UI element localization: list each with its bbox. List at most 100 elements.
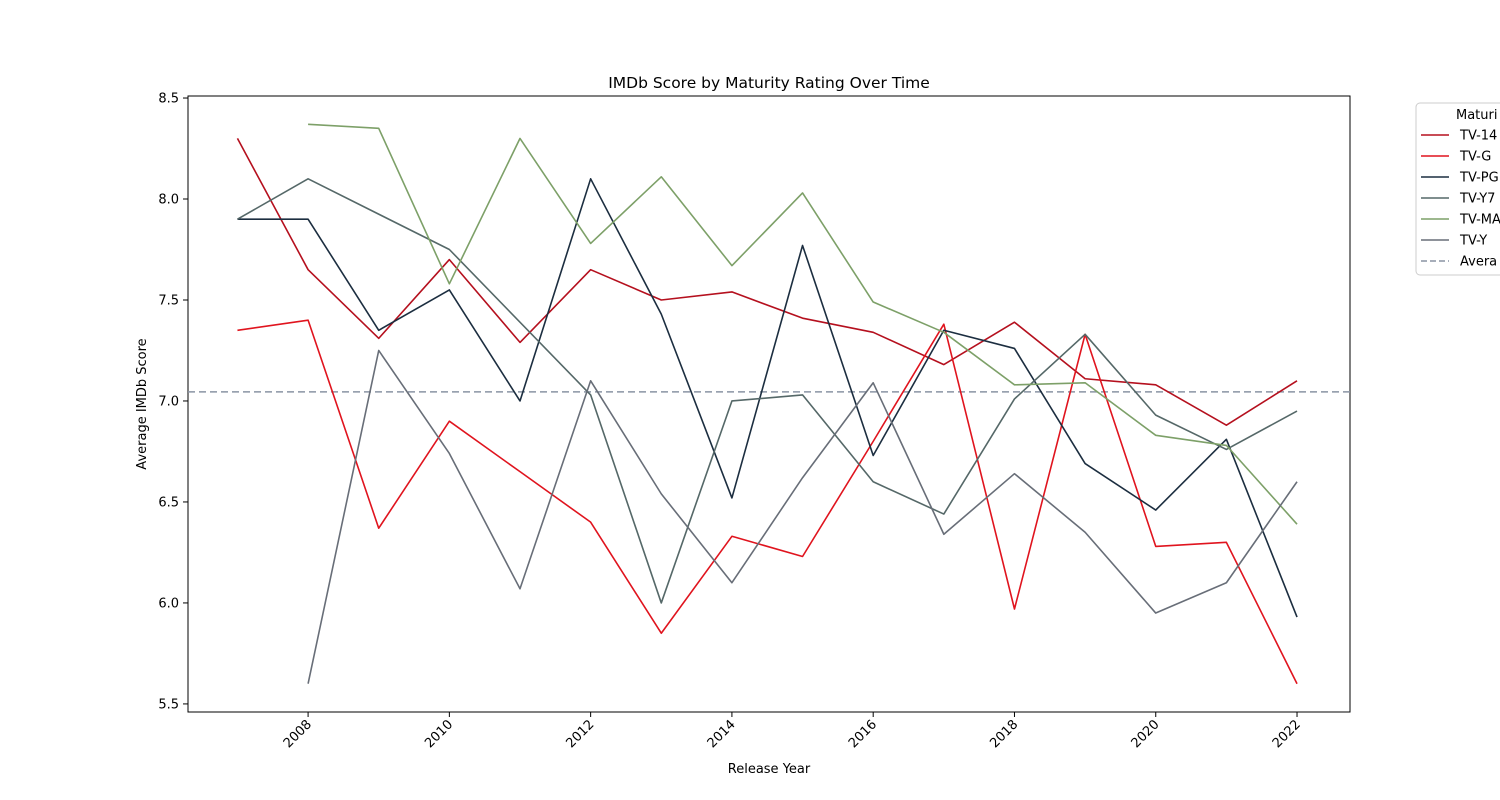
data-point-tv-14-2019	[1084, 378, 1086, 380]
data-point-tv-14-2022	[1296, 380, 1298, 382]
data-point-tv-g-2021	[1225, 541, 1227, 543]
data-point-tv-y7-2021	[1225, 448, 1227, 450]
data-point-tv-pg-2015	[801, 244, 803, 246]
data-point-tv-14-2009	[378, 337, 380, 339]
series-line-tv-y	[307, 349, 1298, 684]
series-line-tv-ma	[308, 123, 1298, 525]
legend-label: TV-Y	[1459, 234, 1487, 249]
data-point-tv-y-2014	[731, 582, 733, 584]
data-point-tv-14-2018	[1013, 321, 1015, 323]
data-point-tv-y-2009	[378, 349, 380, 351]
data-point-tv-ma-2014	[731, 264, 733, 266]
data-point-tv-pg-2018	[1013, 347, 1015, 349]
data-point-tv-y-2017	[943, 533, 945, 535]
x-axis-label: Release Year	[728, 762, 811, 777]
data-point-tv-14-2012	[589, 268, 591, 270]
y-tick-label: 6.5	[158, 495, 179, 510]
legend-label: TV-G	[1459, 150, 1491, 165]
data-point-tv-y-2020	[1155, 612, 1157, 614]
data-point-tv-ma-2012	[589, 242, 591, 244]
series-line-tv-14	[236, 138, 1298, 427]
data-point-tv-y-2022	[1296, 481, 1298, 483]
data-point-tv-ma-2016	[872, 301, 874, 303]
data-point-tv-pg-2019	[1084, 462, 1086, 464]
data-point-tv-pg-2011	[519, 400, 521, 402]
data-point-tv-y-2011	[519, 588, 521, 590]
data-point-tv-y7-2012	[589, 394, 591, 396]
data-point-tv-ma-2008	[307, 123, 309, 125]
data-point-tv-pg-2014	[731, 497, 733, 499]
y-tick-label: 7.5	[158, 293, 179, 308]
data-point-tv-pg-2016	[872, 454, 874, 456]
data-point-tv-y-2013	[660, 493, 662, 495]
data-point-tv-y-2019	[1084, 531, 1086, 533]
data-point-tv-g-2010	[448, 420, 450, 422]
data-point-tv-y7-2013	[660, 602, 662, 604]
legend-label: TV-MA	[1459, 213, 1500, 228]
data-point-tv-ma-2017	[943, 331, 945, 333]
y-axis-ticks: 5.5 6.0 6.5 7.0 7.5 8.0 8.5	[158, 92, 188, 712]
series-line-tv-y7	[237, 178, 1298, 604]
data-point-tv-ma-2019	[1084, 382, 1086, 384]
y-tick-label: 7.0	[158, 394, 179, 409]
data-point-tv-y-2010	[448, 452, 450, 454]
data-point-tv-y7-2016	[872, 481, 874, 483]
data-point-tv-14-2008	[307, 268, 309, 270]
data-point-tv-14-2016	[872, 331, 874, 333]
data-point-tv-14-2007	[236, 137, 238, 139]
y-tick-label: 8.0	[158, 193, 179, 208]
data-point-tv-y-2012	[589, 380, 591, 382]
data-point-tv-ma-2022	[1296, 523, 1298, 525]
data-point-tv-y7-2015	[801, 394, 803, 396]
data-point-tv-g-2008	[307, 319, 309, 321]
data-point-tv-pg-2021	[1225, 438, 1227, 440]
data-point-tv-y7-2010	[448, 248, 450, 250]
data-point-tv-y-2015	[801, 477, 803, 479]
data-point-tv-ma-2018	[1013, 384, 1015, 386]
legend-title: Maturi	[1456, 108, 1497, 123]
data-point-tv-g-2012	[589, 521, 591, 523]
data-point-tv-g-2017	[943, 323, 945, 325]
data-point-tv-ma-2009	[378, 127, 380, 129]
data-point-tv-y7-2007	[236, 218, 238, 220]
data-point-tv-ma-2020	[1155, 434, 1157, 436]
data-point-tv-g-2011	[519, 470, 521, 472]
plot-frame	[187, 95, 1351, 713]
data-point-tv-g-2015	[801, 555, 803, 557]
data-point-tv-g-2020	[1155, 545, 1157, 547]
data-point-tv-g-2022	[1296, 683, 1298, 685]
data-point-tv-g-2018	[1013, 608, 1015, 610]
data-point-tv-y7-2019	[1084, 333, 1086, 335]
series-line-tv-pg	[237, 178, 1298, 618]
data-point-tv-ma-2015	[801, 192, 803, 194]
data-point-tv-g-2014	[731, 535, 733, 537]
y-tick-label: 6.0	[158, 596, 179, 611]
data-point-tv-pg-2020	[1155, 509, 1157, 511]
data-point-tv-y-2016	[872, 382, 874, 384]
legend-box	[1415, 102, 1500, 276]
data-point-tv-14-2010	[448, 258, 450, 260]
data-point-tv-g-2013	[660, 632, 662, 634]
legend-label: TV-PG	[1459, 171, 1499, 186]
data-point-tv-pg-2022	[1296, 616, 1298, 618]
y-axis-label: Average IMDb Score	[135, 338, 150, 469]
data-point-tv-ma-2013	[660, 176, 662, 178]
data-point-tv-g-2007	[236, 329, 238, 331]
data-point-tv-ma-2010	[448, 283, 450, 285]
data-point-tv-14-2015	[801, 317, 803, 319]
data-point-tv-y7-2020	[1155, 414, 1157, 416]
plot-area	[187, 95, 1351, 713]
legend-label: TV-Y7	[1459, 192, 1495, 207]
data-point-tv-14-2020	[1155, 384, 1157, 386]
data-point-tv-y-2008	[307, 683, 309, 685]
chart-title: IMDb Score by Maturity Rating Over Time	[608, 74, 930, 92]
data-point-tv-pg-2010	[448, 289, 450, 291]
legend-items: TV-14 TV-G TV-PG TV-Y7 TV-MA TV-Y Avera	[1421, 129, 1500, 270]
data-point-tv-14-2013	[660, 299, 662, 301]
y-tick-label: 5.5	[158, 697, 179, 712]
data-point-tv-14-2021	[1225, 424, 1227, 426]
data-point-tv-y-2018	[1013, 472, 1015, 474]
data-point-tv-y7-2008	[307, 178, 309, 180]
data-point-tv-14-2014	[731, 291, 733, 293]
